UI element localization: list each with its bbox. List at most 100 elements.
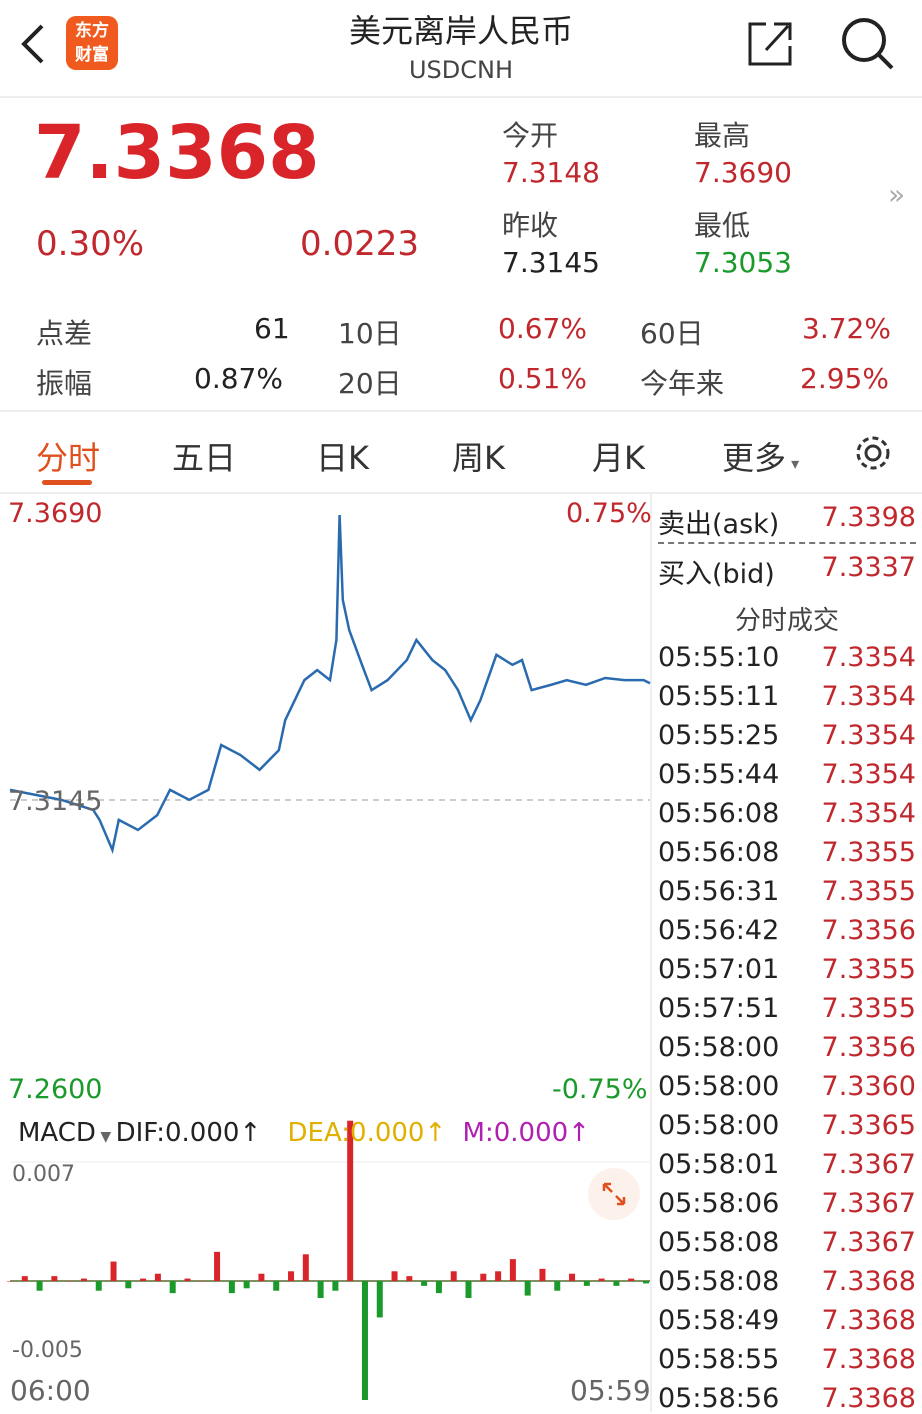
stat-value: 2.95% [800,362,889,395]
prev-close-value: 7.3145 [502,246,600,279]
intraday-chart[interactable] [0,494,652,1412]
trade-time: 05:55:10 [658,642,780,673]
trade-price: 7.3368 [821,1305,916,1336]
trade-time: 05:55:44 [658,759,780,790]
high-label: 最高 [694,119,751,152]
ask-label: 卖出(ask) [658,509,780,540]
stat-value: 0.87% [194,362,283,395]
stat-value: 61 [254,312,290,345]
pct-top-label: 0.75% [566,498,652,529]
macd-bar [524,1281,531,1296]
trade-price: 7.3356 [821,1032,916,1063]
macd-bar [317,1281,324,1298]
active-tab-indicator [42,480,92,485]
trade-row: 05:56:08 7.3355 [658,837,916,868]
stat-label: 点差 [36,317,93,350]
pct-bottom-label: -0.75% [552,1074,648,1105]
trade-time: 05:58:01 [658,1149,780,1180]
trade-price: 7.3356 [821,915,916,946]
macd-bar [36,1281,43,1291]
trade-price: 7.3368 [821,1344,916,1375]
macd-bar [613,1281,620,1286]
trade-row: 05:55:25 7.3354 [658,720,916,751]
trade-time: 05:56:42 [658,915,780,946]
tab-more[interactable]: 更多 ▾ [722,433,799,479]
trade-row: 05:57:01 7.3355 [658,954,916,985]
prev-close-label: 昨收 [502,209,559,242]
macd-bar [598,1278,605,1281]
trade-time: 05:58:08 [658,1227,780,1258]
share-icon[interactable] [746,18,794,68]
macd-bar [110,1261,117,1281]
trade-price: 7.3368 [821,1383,916,1414]
trade-price: 7.3354 [821,720,916,751]
trade-time: 05:57:01 [658,954,780,985]
macd-bar [302,1254,309,1281]
macd-bar [583,1281,590,1286]
macd-bar [184,1278,191,1281]
macd-bar [495,1271,502,1281]
tab-intraday[interactable]: 分时 [36,439,101,477]
trade-price: 7.3355 [821,876,916,907]
stat-label: 10日 [338,317,402,350]
up-arrow-icon: ↑ [568,1118,590,1148]
time-start-label: 06:00 [10,1374,91,1407]
trade-time: 05:56:08 [658,837,780,868]
tab-daily-k[interactable]: 日K [316,439,369,477]
trade-row: 05:56:08 7.3354 [658,798,916,829]
macd-bar [80,1278,87,1281]
tab-weekly-k[interactable]: 周K [452,439,505,477]
bid-value: 7.3337 [821,552,916,583]
expand-chevron-icon[interactable]: » [888,178,906,211]
macd-bar [509,1259,516,1281]
trade-time: 05:56:31 [658,876,780,907]
macd-bar [288,1271,295,1281]
dea-value: DEA:0.000 [287,1118,425,1148]
search-icon[interactable] [838,14,898,72]
macd-bar [154,1273,161,1281]
macd-bar [169,1281,176,1294]
symbol-code: USDCNH [408,56,514,84]
macd-bar [465,1281,472,1298]
macd-bar [569,1273,576,1281]
trade-price: 7.3367 [821,1149,916,1180]
macd-bar [214,1251,221,1281]
stat-label: 20日 [338,367,402,400]
macd-bar [628,1278,635,1281]
stat-value: 0.67% [498,312,587,345]
trade-price: 7.3360 [821,1071,916,1102]
trade-row: 05:58:55 7.3368 [658,1344,916,1375]
back-icon[interactable] [18,22,48,66]
macd-bar [95,1281,102,1291]
tab-monthly-k[interactable]: 月K [592,439,645,477]
trade-price: 7.3354 [821,681,916,712]
trade-row: 05:58:49 7.3368 [658,1305,916,1336]
macd-bar [199,1281,206,1282]
settings-gear-icon[interactable] [852,432,894,474]
tab-5day[interactable]: 五日 [172,439,237,477]
up-arrow-icon: ↑ [424,1118,447,1148]
trade-row: 05:56:31 7.3355 [658,876,916,907]
fullscreen-button[interactable] [588,1168,640,1220]
bid-label: 买入(bid) [658,559,775,590]
baseline-label: 7.3145 [8,786,103,817]
stat-value: 0.51% [498,362,587,395]
trade-row: 05:58:06 7.3367 [658,1188,916,1219]
macd-bar [480,1273,487,1281]
macd-bar [406,1276,413,1281]
stat-label: 振幅 [36,367,93,400]
low-label: 最低 [694,209,751,242]
high-value: 7.3690 [694,156,792,189]
macd-bar [643,1281,649,1284]
open-label: 今开 [502,119,559,152]
macd-bar [332,1281,339,1291]
macd-bar [51,1276,58,1281]
trade-price: 7.3354 [821,798,916,829]
macd-bar [450,1271,457,1281]
macd-bar [539,1268,546,1281]
macd-selector[interactable]: MACD [18,1118,96,1148]
stat-label: 60日 [640,317,704,350]
last-price: 7.3368 [34,110,320,196]
open-value: 7.3148 [502,156,600,189]
tab-more-label: 更多 [722,439,787,477]
